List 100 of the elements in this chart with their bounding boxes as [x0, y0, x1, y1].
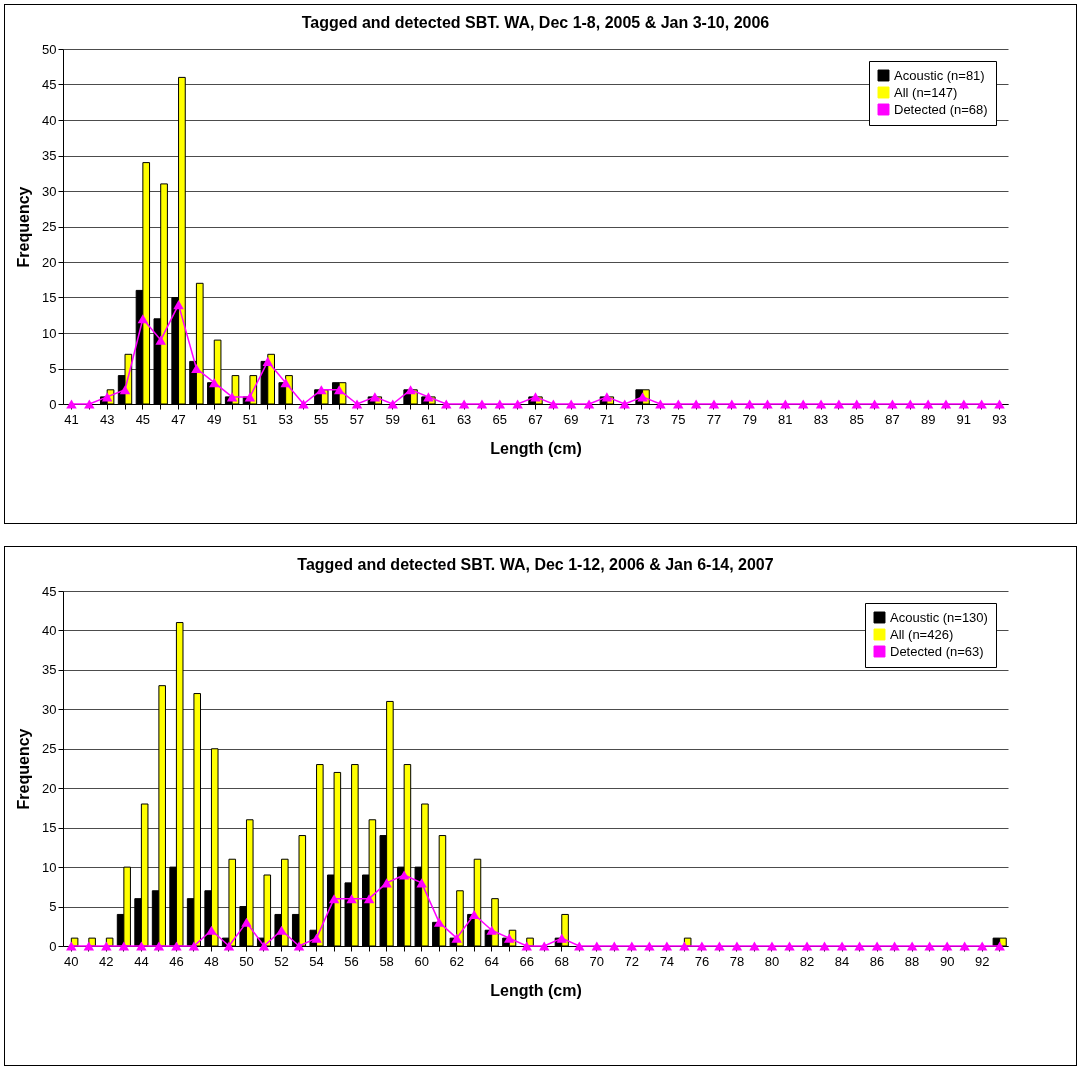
x-tick-label: 74: [659, 953, 675, 969]
point: [441, 399, 452, 409]
point: [714, 941, 725, 951]
x-tick-label: 89: [920, 411, 936, 427]
point: [889, 941, 900, 951]
point: [871, 941, 883, 951]
x-tick-label: 43: [99, 411, 115, 427]
point: [731, 941, 743, 951]
x-tick-label: 60: [414, 953, 429, 969]
point: [244, 392, 256, 402]
y-tick-label: 20: [42, 780, 57, 796]
point: [836, 941, 848, 951]
point: [333, 385, 345, 395]
point: [136, 941, 147, 951]
point: [153, 941, 165, 951]
y-tick-label: 35: [42, 662, 57, 678]
point: [583, 399, 595, 409]
x-tick-label: 40: [64, 953, 79, 969]
point: [369, 392, 381, 402]
point: [679, 941, 690, 951]
point: [258, 941, 270, 951]
point: [548, 399, 559, 409]
point: [905, 399, 916, 409]
point: [766, 941, 778, 951]
point: [101, 941, 112, 951]
legend-label: Detected (n=63): [890, 643, 984, 659]
x-tick-label: 53: [278, 411, 293, 427]
point: [940, 399, 952, 409]
x-tick-label: 56: [344, 953, 359, 969]
y-tick-label: 30: [42, 183, 57, 199]
y-tick-label: 35: [42, 148, 57, 163]
x-tick-label: 86: [869, 953, 885, 969]
y-tick-label: 0: [49, 938, 57, 954]
x-tick-label: 42: [99, 953, 114, 969]
legend-label: Acoustic (n=81): [894, 67, 985, 83]
point: [468, 909, 480, 919]
point: [690, 399, 702, 409]
point: [363, 894, 375, 904]
point: [744, 399, 755, 409]
point: [762, 399, 773, 409]
point: [784, 941, 795, 951]
point: [906, 941, 918, 951]
x-axis-title: Length (cm): [490, 439, 582, 457]
point: [851, 399, 862, 409]
point: [922, 399, 934, 409]
legend-label: Acoustic (n=130): [890, 609, 988, 625]
point: [655, 399, 666, 409]
point: [423, 392, 434, 402]
point: [155, 335, 166, 345]
y-tick-label: 40: [42, 112, 57, 128]
point: [539, 941, 550, 951]
x-tick-label: 50: [239, 953, 254, 969]
chart-title: Tagged and detected SBT. WA, Dec 1-8, 2005 & Jan 3-10, 2006: [301, 14, 770, 31]
point: [206, 925, 217, 935]
point: [601, 392, 613, 402]
point: [209, 378, 220, 388]
x-tick-label: 91: [956, 411, 972, 427]
x-tick-label: 68: [554, 953, 570, 969]
point: [241, 917, 252, 927]
x-tick-label: 88: [904, 953, 920, 969]
point: [118, 941, 130, 951]
point: [959, 941, 970, 951]
x-tick-label: 66: [519, 953, 534, 969]
x-tick-label: 80: [764, 953, 780, 969]
point: [119, 385, 131, 395]
point: [84, 399, 95, 409]
x-tick-label: 73: [635, 411, 650, 427]
x-tick-label: 65: [492, 411, 508, 427]
x-tick-label: 78: [729, 953, 745, 969]
point: [556, 933, 568, 943]
point: [958, 399, 970, 409]
x-tick-label: 83: [813, 411, 829, 427]
point: [673, 399, 684, 409]
point: [815, 399, 827, 409]
x-tick-label: 84: [834, 953, 850, 969]
point: [451, 933, 462, 943]
y-tick-label: 45: [42, 583, 57, 599]
chart-title: Tagged and detected SBT. WA, Dec 1-12, 2006 & Jan 6-14, 2007: [297, 556, 774, 573]
point: [924, 941, 935, 951]
point: [280, 378, 291, 388]
x-tick-label: 59: [385, 411, 400, 427]
point: [801, 941, 813, 951]
x-tick-label: 90: [939, 953, 955, 969]
x-axis-title: Length (cm): [490, 981, 582, 999]
point: [749, 941, 760, 951]
point: [276, 925, 287, 935]
x-tick-label: 77: [706, 411, 722, 427]
point: [976, 399, 987, 409]
x-tick-label: 45: [135, 411, 151, 427]
x-tick-label: 87: [885, 411, 900, 427]
point: [869, 399, 880, 409]
point: [521, 941, 532, 951]
x-tick-label: 75: [671, 411, 686, 427]
y-tick-label: 15: [42, 290, 57, 305]
point: [994, 941, 1005, 951]
point: [351, 399, 363, 409]
point: [66, 399, 77, 409]
x-tick-label: 79: [742, 411, 757, 427]
point: [226, 392, 238, 402]
point: [661, 941, 673, 951]
